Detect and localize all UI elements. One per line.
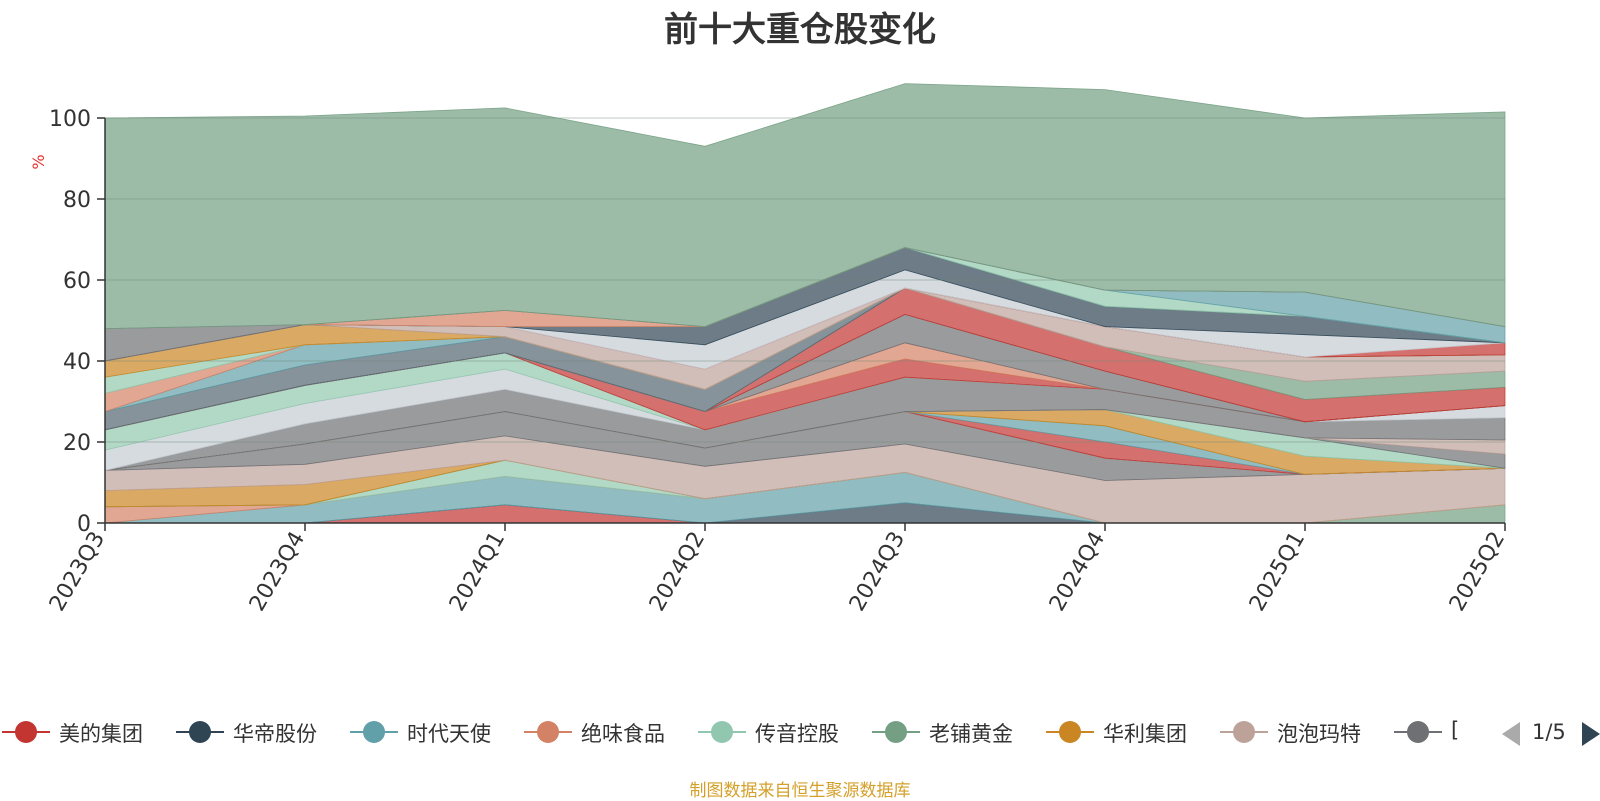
legend-marker-icon [1046, 721, 1094, 743]
legend-label: 华帝股份 [233, 722, 317, 746]
legend-label: 绝味食品 [581, 722, 665, 746]
legend-marker-icon [2, 721, 50, 743]
area-series-39 [104, 83, 1506, 330]
legend-marker-icon [524, 721, 572, 743]
y-tick-label: 0 [77, 512, 91, 537]
legend-page-indicator: 1/5 [1532, 720, 1566, 744]
stacked-area-chart: 0 20 40 60 80 100 2023Q3 2023Q4 2024Q1 2024Q2 2024… [29, 83, 1510, 616]
legend-marker-icon [872, 721, 920, 743]
y-tick-label: 60 [63, 269, 91, 294]
legend-label: 美的集团 [59, 722, 143, 746]
legend-label: 泡泡玛特 [1277, 722, 1361, 746]
y-tick-label: 40 [63, 350, 91, 375]
legend-item[interactable]: 时代天使 [348, 712, 518, 752]
legend-marker-icon [698, 721, 746, 743]
x-tick-label: 2023Q4 [245, 528, 310, 616]
area-layers [104, 83, 1506, 524]
legend-item[interactable]: 传音控股 [696, 712, 866, 752]
legend-pager: 1/5 [1500, 712, 1600, 752]
x-tick-label: 2025Q1 [1245, 528, 1310, 616]
x-tick-label: 2024Q4 [1045, 528, 1110, 616]
y-axis-label: % [29, 154, 48, 169]
y-tick-label: 20 [63, 431, 91, 456]
legend-item[interactable]: [ [1392, 712, 1462, 752]
legend-label: [ [1451, 718, 1460, 742]
legend-item[interactable]: 绝味食品 [522, 712, 692, 752]
legend-label: 传音控股 [755, 722, 839, 746]
legend-label: 时代天使 [407, 722, 491, 746]
legend-item[interactable]: 美的集团 [0, 712, 170, 752]
legend-next-icon[interactable] [1580, 720, 1600, 748]
legend-prev-icon[interactable] [1500, 720, 1522, 748]
legend: 美的集团 华帝股份 时代天使 绝味食品 传音控股 老铺黄金 华利集团 泡泡玛特 [ [0, 712, 1500, 752]
legend-marker-icon [350, 721, 398, 743]
legend-marker-icon [176, 721, 224, 743]
legend-label: 老铺黄金 [929, 722, 1013, 746]
legend-label: 华利集团 [1103, 722, 1187, 746]
source-note: 制图数据来自恒生聚源数据库 [689, 781, 911, 801]
legend-item[interactable]: 泡泡玛特 [1218, 712, 1388, 752]
x-tick-label: 2024Q1 [445, 528, 510, 616]
chart-title: 前十大重仓股变化 [664, 10, 936, 50]
gridlines [105, 117, 1505, 443]
x-tick-label: 2024Q3 [845, 528, 910, 616]
x-tick-label: 2023Q3 [45, 528, 110, 616]
legend-marker-icon [1394, 721, 1442, 743]
legend-item[interactable]: 华帝股份 [174, 712, 344, 752]
x-tick-label: 2024Q2 [645, 528, 710, 616]
x-tick-label: 2025Q2 [1445, 528, 1510, 616]
legend-marker-icon [1220, 721, 1268, 743]
legend-item[interactable]: 华利集团 [1044, 712, 1214, 752]
y-tick-label: 80 [63, 188, 91, 213]
legend-item[interactable]: 老铺黄金 [870, 712, 1040, 752]
y-tick-label: 100 [49, 107, 91, 132]
